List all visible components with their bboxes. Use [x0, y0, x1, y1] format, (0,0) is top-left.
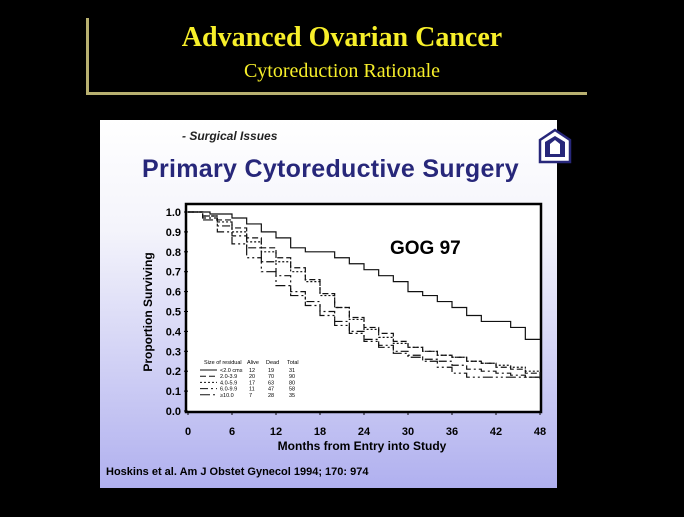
legend-alive: 17 [249, 380, 255, 386]
legend-label: 6.0-9.9 [220, 387, 237, 393]
legend-dead: 19 [268, 368, 274, 374]
plot-frame [184, 202, 543, 414]
y-tick-label: 0.5 [166, 307, 181, 319]
x-tick-label: 24 [358, 426, 371, 438]
legend-alive: 7 [249, 393, 252, 399]
legend-alive: 12 [249, 368, 255, 374]
legend-header: Alive [247, 360, 259, 366]
figure-heading: Primary Cytoreductive Surgery [142, 155, 519, 183]
y-tick-label: 0.4 [166, 326, 182, 338]
citation: Hoskins et al. Am J Obstet Gynecol 1994;… [106, 466, 369, 478]
legend-total: 35 [289, 393, 295, 399]
y-tick-label: 0.7 [166, 267, 181, 279]
y-tick-label: 0.1 [166, 386, 181, 398]
survival-chart: 0.0 0.1 0.2 0.3 0.4 0.5 0.6 0.7 0.8 0.9 1.0 0 6 12 18 2… [141, 202, 546, 453]
legend-label: ≥10.0 [220, 393, 234, 399]
legend-dead: 28 [268, 393, 274, 399]
slide-subtitle: Cytoreduction Rationale [243, 60, 441, 82]
x-tick-label: 0 [185, 426, 191, 438]
x-tick-label: 48 [534, 426, 546, 438]
y-tick-label: 0.8 [166, 247, 181, 259]
chart-annotation: GOG 97 [390, 238, 461, 259]
legend-dead: 47 [268, 387, 274, 393]
x-tick-label: 6 [229, 426, 235, 438]
legend-alive: 20 [249, 374, 255, 380]
x-tick-label: 36 [446, 426, 458, 438]
slide-title: Advanced Ovarian Cancer [181, 22, 503, 53]
x-axis-label: Months from Entry into Study [278, 439, 447, 453]
title-frame [86, 18, 587, 95]
y-tick-label: 0.2 [166, 366, 181, 378]
legend-label: <2.0 cms [220, 368, 243, 374]
series-line-1 [188, 211, 540, 340]
x-tick-label: 12 [270, 426, 282, 438]
legend-total: 31 [289, 368, 295, 374]
legend-alive: 11 [249, 387, 255, 393]
series-line-4 [188, 211, 541, 380]
legend-label: 4.0-5.9 [220, 380, 237, 386]
y-tick-label: 1.0 [166, 207, 181, 219]
x-tick-label: 30 [402, 426, 414, 438]
y-tick-label: 0.6 [166, 287, 181, 299]
legend-dead: 63 [268, 380, 274, 386]
x-tick-label: 42 [490, 426, 502, 438]
legend-dead: 70 [268, 374, 274, 380]
y-tick-label: 0.3 [166, 346, 181, 358]
legend-header: Size of residual [204, 360, 242, 366]
legend-total: 58 [289, 387, 295, 393]
y-tick-label: 0.0 [166, 406, 181, 418]
legend-header: Total [287, 360, 299, 366]
institution-logo-icon [538, 128, 572, 164]
section-label: - Surgical Issues [182, 129, 278, 143]
legend-total: 90 [289, 374, 295, 380]
legend-label: 2.0-3.9 [220, 374, 237, 380]
series-line-5 [188, 211, 541, 380]
legend-total: 80 [289, 380, 295, 386]
x-tick-label: 18 [314, 426, 326, 438]
y-tick-label: 0.9 [166, 227, 181, 239]
legend-header: Dead [266, 360, 279, 366]
y-axis-label: Proportion Surviving [141, 252, 155, 371]
series-line-3 [188, 211, 541, 374]
